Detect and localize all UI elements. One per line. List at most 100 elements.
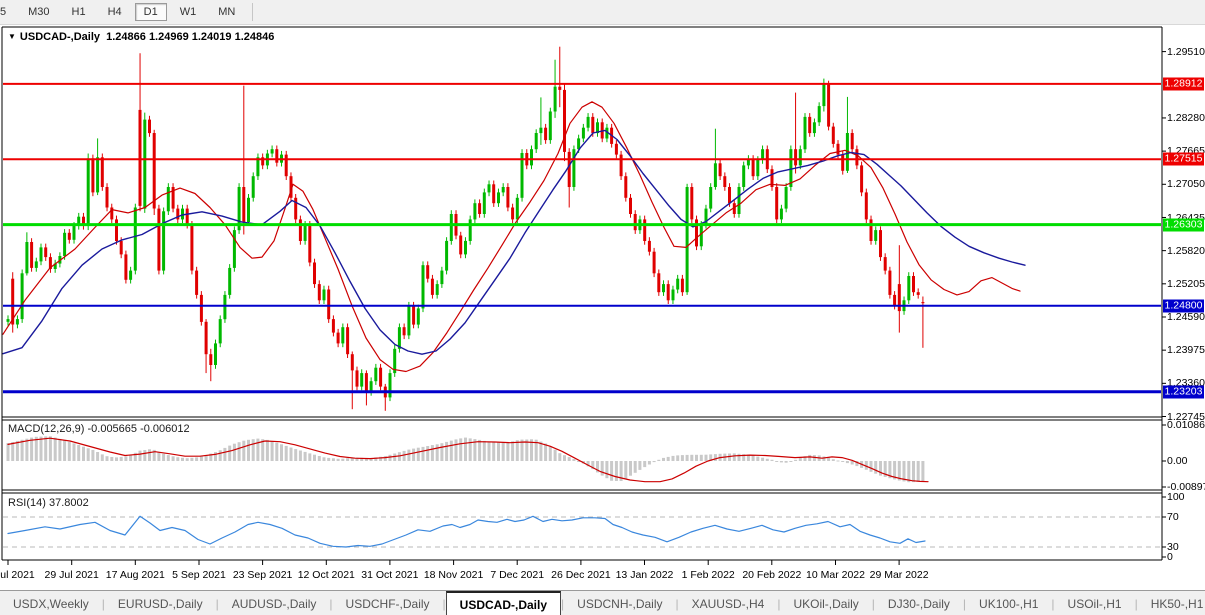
macd-histogram-bar [313,454,316,461]
candle-body [407,305,411,336]
candle-body [298,219,302,241]
candle-body [798,149,802,166]
tab-hk50-h1[interactable]: HK50-,H1 [1150,596,1204,611]
macd-histogram-bar [393,453,397,461]
candle-body [827,84,831,127]
macd-histogram-bar [162,453,166,461]
macd-histogram-bar [869,461,873,472]
macd-histogram-bar [96,452,100,461]
candle-body [812,122,816,134]
tab-usdcad-daily[interactable]: USDCAD-,Daily [445,591,562,615]
macd-histogram-bar [831,459,835,461]
candle-body [308,224,312,263]
macd-histogram-bar [779,461,783,463]
timeframe-button-mn[interactable]: MN [218,6,236,18]
candle-body [803,116,807,150]
macd-histogram-bar [709,454,713,461]
tab-separator: | [1051,596,1055,611]
price-level-badge: 1.24800 [1163,299,1204,313]
candle-body [25,242,29,274]
macd-histogram-bar [294,449,298,461]
candle-body [228,267,232,295]
candle-body [912,276,915,293]
tab-uk100-h1[interactable]: UK100-,H1 [979,596,1039,611]
macd-histogram-bar [902,461,906,482]
macd-histogram-bar [15,440,19,461]
tab-usdchf-daily[interactable]: USDCHF-,Daily [345,596,430,611]
macd-histogram-bar [214,452,217,461]
tab-usoil-h1[interactable]: USOil-,H1 [1067,596,1122,611]
candle-body [350,354,354,371]
tab-dj30-daily[interactable]: DJ30-,Daily [887,596,950,611]
macd-histogram-bar [308,453,312,461]
macd-histogram-bar [91,449,95,461]
timeframe-button-h1[interactable]: H1 [71,6,86,18]
macd-histogram-bar [209,453,213,461]
candle-body [864,192,868,220]
tab-audusd-daily[interactable]: AUDUSD-,Daily [231,596,317,611]
macd-histogram-bar [525,439,529,461]
candle-body [148,119,151,134]
macd-histogram-bar [355,457,359,461]
candle-body [478,203,482,214]
macd-histogram-bar [789,461,793,462]
timeframe-button-d1[interactable]: D1 [134,3,167,21]
chart-title-row: ▼ USDCAD-,Daily 1.24866 1.24969 1.24019 1… [8,31,274,43]
candle-body [577,138,581,150]
candle-body [143,119,147,209]
chart-dropdown-icon[interactable]: ▼ [8,32,16,41]
macd-histogram-bar [624,461,628,479]
candle-body [402,327,406,336]
macd-histogram-bar [20,439,24,461]
macd-histogram-bar [638,461,642,470]
candle-body [850,133,854,150]
macd-histogram-bar [558,453,562,461]
macd-histogram-bar [671,455,675,461]
candle-body [119,240,123,255]
timeframe-button-h4[interactable]: H4 [107,6,122,18]
candle-body [11,278,15,325]
candle-body [91,158,95,193]
candle-body [440,270,444,285]
candle-body [680,278,684,293]
macd-histogram-bar [530,439,533,461]
tab-usdx-weekly[interactable]: USDX,Weekly [13,596,89,611]
timeframe-button-m30[interactable]: M30 [28,6,50,18]
date-axis-label: 7 Dec 2021 [490,569,545,581]
macd-histogram-bar [553,449,557,461]
macd-histogram-bar [742,454,746,461]
candle-body [100,157,104,187]
candle-body [619,154,623,177]
candle-body [270,149,274,154]
macd-histogram-bar [756,456,760,461]
macd-histogram-bar [680,455,684,461]
macd-axis-tick-label: 0.010869 [1167,419,1205,431]
macd-histogram-bar [331,458,335,461]
price-level-badge: 1.26303 [1163,218,1204,232]
macd-histogram-bar [879,461,882,476]
tab-usdcnh-daily[interactable]: USDCNH-,Daily [577,596,663,611]
tab-xauusd-h4[interactable]: XAUUSD-,H4 [691,596,765,611]
candle-body [459,235,463,255]
timeframe-button-w1[interactable]: W1 [179,6,197,18]
chart-ohlc-values: 1.24866 1.24969 1.24019 1.24846 [106,31,275,43]
macd-histogram-bar [534,439,538,461]
rsi-value: 37.8002 [48,497,89,509]
tab-eurusd-daily[interactable]: EURUSD-,Daily [117,596,203,611]
candle-body [775,187,779,220]
candle-body [492,184,496,204]
candle-body [779,208,783,220]
timeframe-button-5[interactable]: 5 [0,6,7,18]
candle-body [629,197,632,214]
date-axis-label: 23 Sep 2021 [232,569,293,581]
candle-body [695,219,698,247]
candle-body [831,126,835,144]
macd-label: MACD(12,26,9) [8,423,85,435]
macd-histogram-bar [572,459,576,461]
candle-body [539,127,543,134]
macd-histogram-bar [732,453,736,461]
candle-body [322,289,326,301]
macd-histogram-bar [685,454,689,461]
tab-ukoil-daily[interactable]: UKOil-,Daily [793,596,859,611]
